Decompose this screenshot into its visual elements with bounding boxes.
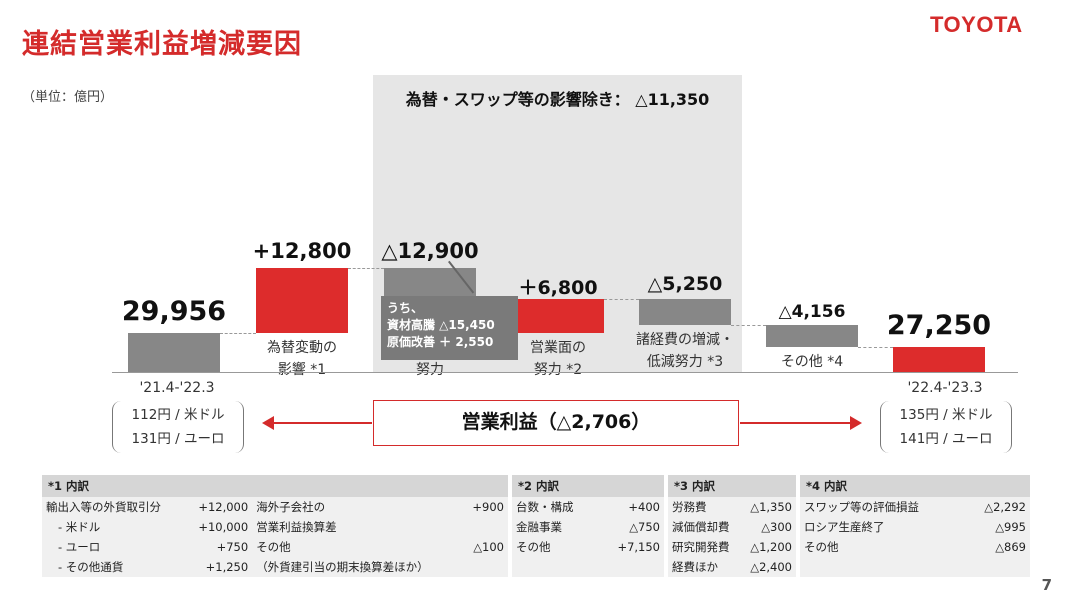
right-arrow-icon [850, 416, 862, 430]
right-rate-usd: 135円 / 米ドル [899, 407, 993, 423]
table-row: - 米ドル +10,000 営業利益換算差 [42, 517, 508, 537]
left-arrow-line [268, 422, 372, 424]
table-row: ロシア生産終了 △995 [800, 517, 1030, 537]
right-period-label: '22.4-'23.3 [907, 380, 983, 396]
table-row: 台数・構成 +400 [512, 497, 664, 517]
connector-line-2 [348, 267, 384, 269]
fx-excluded-label: 為替・スワップ等の影響除き： △11,350 [405, 90, 710, 109]
connector-line-6 [858, 346, 893, 348]
bar-category-label-3: 営業面の 努力 *2 [530, 340, 586, 379]
page-number: 7 [1041, 576, 1052, 594]
left-rate-usd: 112円 / 米ドル [131, 407, 225, 423]
bar-category-label-4: 諸経費の増減・ 低減努力 *3 [636, 332, 734, 371]
waterfall-bar-1 [256, 267, 348, 333]
waterfall-bar-5 [766, 325, 858, 347]
table-row: その他 +7,150 [512, 537, 664, 557]
cost-reduction-callout: うち、 資材高騰 △15,450 原価改善 ＋ 2,550 [381, 296, 518, 360]
right-arrow-line [740, 422, 850, 424]
connector-line-5 [731, 325, 766, 327]
waterfall-bar-0 [128, 332, 220, 372]
note2-table: *2 内訳 台数・構成 +400 金融事業 △750 その他 +7,150 [512, 475, 664, 577]
table-row [800, 557, 1030, 577]
chart-baseline [112, 372, 1018, 373]
table-row: 輸出入等の外貨取引分 +12,000 海外子会社の +900 [42, 497, 508, 517]
table-row: 労務費 △1,350 [668, 497, 796, 517]
note2-header: *2 内訳 [512, 475, 664, 497]
table-row: 減価償却費 △300 [668, 517, 796, 537]
bar-value-label-5: △4,156 [778, 302, 846, 323]
operating-profit-change: 営業利益（△2,706） [373, 400, 739, 446]
connector-line-4 [604, 298, 639, 300]
bar-category-label-1: 為替変動の 影響 *1 [267, 339, 337, 378]
bar-value-label-1: +12,800 [252, 239, 352, 264]
waterfall-bar-3 [512, 298, 604, 334]
note3-table: *3 内訳 労務費 △1,350 減価償却費 △300 研究開発費 △1,200 経費… [668, 475, 796, 577]
waterfall-bar-6 [893, 346, 985, 372]
table-row: 金融事業 △750 [512, 517, 664, 537]
left-period-rates: 112円 / 米ドル 131円 / ユーロ [112, 401, 244, 453]
left-rate-eur: 131円 / ユーロ [131, 431, 225, 447]
table-row: 経費ほか △2,400 [668, 557, 796, 577]
left-period-label: '21.4-'22.3 [139, 380, 215, 396]
bar-value-label-0: 29,956 [121, 296, 227, 328]
bar-value-label-3: ＋6,800 [518, 276, 598, 299]
right-rate-eur: 141円 / ユーロ [899, 431, 993, 447]
waterfall-bar-4 [639, 298, 731, 326]
page-title: 連結営業利益増減要因 [22, 29, 302, 60]
left-arrow-icon [262, 416, 274, 430]
table-row [512, 557, 664, 577]
bar-value-label-4: △5,250 [647, 272, 723, 295]
note3-header: *3 内訳 [668, 475, 796, 497]
table-row: 研究開発費 △1,200 [668, 537, 796, 557]
bar-category-label-5: その他 *4 [780, 353, 844, 370]
note4-table: *4 内訳 スワップ等の評価損益 △2,292 ロシア生産終了 △995 その他 △8… [800, 475, 1030, 577]
table-row: - その他通貨 +1,250 （外貨建引当の期末換算差ほか） [42, 557, 508, 577]
table-row: スワップ等の評価損益 △2,292 [800, 497, 1030, 517]
right-period-rates: 135円 / 米ドル 141円 / ユーロ [880, 401, 1012, 453]
bar-value-label-2: △12,900 [381, 239, 479, 264]
note1-table: *1 内訳 輸出入等の外貨取引分 +12,000 海外子会社の +900 - 米ドル… [42, 475, 508, 577]
note1-header: *1 内訳 [42, 475, 508, 497]
unit-label: （単位：億円） [22, 90, 114, 105]
table-row: - ユーロ +750 その他 △100 [42, 537, 508, 557]
table-row: その他 △869 [800, 537, 1030, 557]
toyota-logo: TOYOTA [930, 12, 1023, 37]
note4-header: *4 内訳 [800, 475, 1030, 497]
connector-line-1 [220, 332, 256, 334]
bar-value-label-6: 27,250 [886, 310, 992, 342]
